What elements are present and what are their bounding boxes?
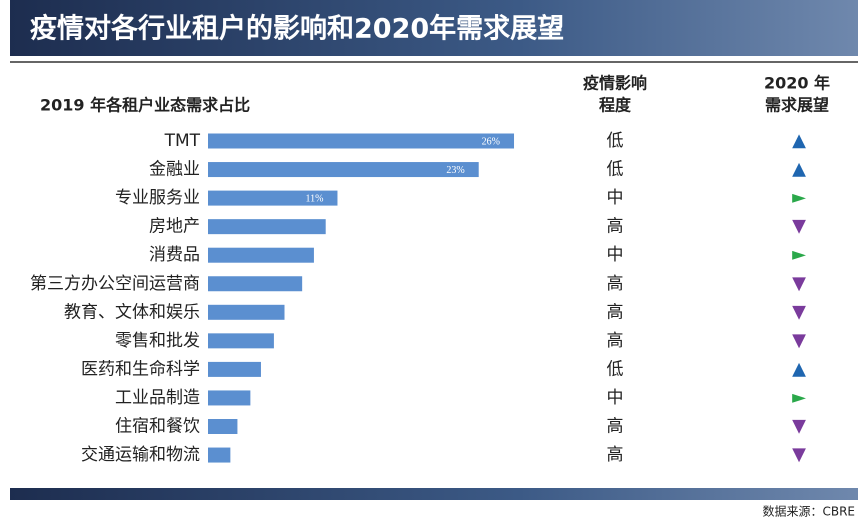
impact: 中 [607, 388, 624, 408]
outlook-arrow: ▼ [792, 216, 806, 237]
outlook-header: 需求展望 [765, 96, 829, 115]
bar [208, 276, 303, 292]
category-label: 房地产 [149, 217, 200, 237]
impact: 低 [607, 160, 624, 180]
category-label: 交通运输和物流 [81, 445, 200, 465]
outlook-arrow: ► [792, 187, 806, 208]
bar [208, 361, 261, 377]
value-label: 26% [482, 136, 500, 147]
outlook-arrow: ▲ [792, 358, 806, 379]
bar [208, 333, 274, 349]
outlook-arrow: ▲ [792, 130, 806, 151]
bar [208, 190, 338, 206]
impact: 低 [607, 131, 624, 151]
value-label: 23% [446, 165, 464, 176]
outlook-arrow: ▲ [792, 159, 806, 180]
category-label: 住宿和餐饮 [115, 417, 200, 437]
outlook-arrow: ▼ [792, 330, 806, 351]
category-label: 专业服务业 [115, 188, 200, 208]
outlook-arrow: ▼ [792, 301, 806, 322]
impact: 高 [607, 331, 624, 351]
bottom-band [10, 488, 858, 500]
category-label: 第三方办公空间运营商 [30, 274, 200, 294]
impact-header: 程度 [599, 96, 632, 115]
impact: 高 [607, 445, 624, 465]
bar [208, 304, 285, 320]
bar [208, 219, 326, 235]
category-label: 工业品制造 [115, 388, 200, 408]
chart-title: 疫情对各行业租户的影响和2020年需求展望 [30, 13, 564, 45]
impact: 中 [607, 188, 624, 208]
bar [208, 419, 238, 434]
outlook-arrow: ► [792, 244, 806, 265]
impact: 中 [607, 245, 624, 265]
category-label: 教育、文体和娱乐 [64, 302, 200, 322]
impact: 高 [607, 302, 624, 322]
category-label: 消费品 [149, 245, 200, 265]
subtitle: 2019 年各租户业态需求占比 [40, 96, 250, 115]
impact: 低 [607, 359, 624, 379]
category-label: 零售和批发 [115, 331, 200, 351]
bar [208, 162, 479, 178]
impact: 高 [607, 417, 624, 437]
category-label: 金融业 [149, 160, 200, 180]
outlook-arrow: ▼ [792, 273, 806, 294]
outlook-header: 2020 年 [764, 74, 830, 93]
bar [208, 133, 515, 149]
outlook-arrow: ▼ [792, 444, 806, 465]
bar [208, 447, 231, 463]
bar [208, 247, 314, 263]
impact: 高 [607, 217, 624, 237]
outlook-arrow: ► [792, 387, 806, 408]
value-label: 11% [306, 193, 324, 204]
outlook-arrow: ▼ [792, 416, 806, 437]
category-label: TMT [164, 131, 201, 151]
source: 数据来源：CBRE [762, 504, 855, 519]
category-label: 医药和生命科学 [81, 359, 200, 379]
impact: 高 [607, 274, 624, 294]
title-band [10, 0, 858, 56]
bar [208, 390, 251, 406]
impact-header: 疫情影响 [583, 74, 647, 93]
